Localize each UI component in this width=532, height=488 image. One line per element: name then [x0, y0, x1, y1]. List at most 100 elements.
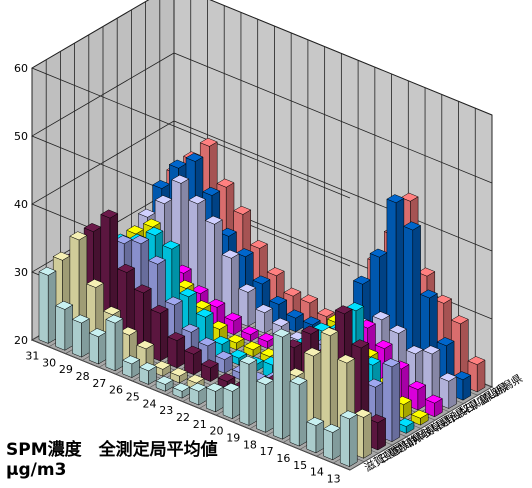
bar-face-side — [98, 331, 107, 365]
bar-face-top — [224, 312, 243, 322]
bar-23-愛知県 — [200, 359, 219, 383]
bar-face-side — [315, 420, 325, 454]
bar-face-top — [52, 251, 71, 261]
bar-face-top — [337, 354, 356, 364]
bar-face-side — [391, 361, 401, 443]
bar-face-side — [214, 219, 223, 314]
bar-face-front — [323, 428, 333, 461]
bar-face-top — [205, 382, 224, 392]
bar-face-front — [38, 271, 49, 344]
bar-face-top — [154, 195, 173, 205]
bar-24-滋賀県 — [155, 375, 174, 392]
x-tick-label: 18 — [243, 438, 257, 451]
bar-face-top — [100, 209, 119, 219]
bar-face-top — [436, 337, 455, 347]
bar-19-滋賀県 — [239, 355, 258, 426]
bar-face-top — [226, 334, 245, 344]
bar-face-top — [214, 351, 234, 360]
bar-face-top — [285, 309, 305, 319]
bar-24-愛知県 — [183, 345, 203, 376]
bar-face-top — [176, 279, 195, 289]
bar-face-top — [424, 394, 443, 404]
bar-face-top — [453, 371, 472, 381]
x-tick-label: 27 — [92, 377, 106, 390]
x-tick-label: 19 — [226, 432, 240, 445]
z-tick-label: 20 — [14, 334, 28, 347]
bar-face-front — [273, 333, 283, 440]
bar-face-top — [257, 332, 276, 342]
bar-face-side — [176, 335, 186, 369]
z-tick-label: 40 — [14, 198, 28, 211]
bar-face-side — [332, 427, 341, 461]
bar-face-top — [188, 195, 207, 205]
bar-23-静岡県 — [214, 351, 234, 374]
bar-face-top — [69, 231, 88, 241]
bar-face-top — [136, 340, 155, 350]
bar-23-長野県 — [243, 341, 262, 358]
bar-face-front — [72, 319, 82, 358]
bar-face-top — [408, 380, 427, 390]
bar-face-top — [145, 226, 164, 236]
bar-face-top — [153, 360, 172, 370]
bar-face-top — [272, 328, 291, 338]
bar-face-top — [167, 332, 186, 341]
bar-21-滋賀県 — [205, 382, 224, 413]
bar-face-top — [142, 218, 161, 228]
bar-face-front — [206, 387, 216, 413]
bar-17-滋賀県 — [272, 328, 291, 440]
x-tick-label: 29 — [59, 363, 73, 376]
bar-face-top — [38, 266, 57, 276]
bar-face-top — [131, 235, 150, 245]
bar-face-top — [195, 308, 214, 318]
bar-face-top — [306, 417, 325, 426]
bar-face-front — [222, 387, 233, 420]
x-tick-label: 22 — [176, 411, 190, 424]
bar-face-top — [55, 300, 74, 310]
bar-face-top — [233, 205, 252, 215]
bar-face-top — [374, 340, 393, 349]
x-tick-label: 28 — [76, 370, 90, 383]
bar-18-滋賀県 — [255, 376, 275, 433]
bar-face-top — [386, 194, 405, 204]
bar-16-滋賀県 — [289, 376, 308, 447]
bar-face-front — [167, 336, 178, 369]
bar-face-top — [171, 174, 190, 184]
bar-face-top — [221, 249, 240, 259]
x-tick-label: 25 — [126, 390, 140, 403]
bar-face-top — [199, 137, 218, 147]
bar-face-top — [300, 294, 319, 304]
bar-face-top — [450, 315, 469, 325]
bar-22-滋賀県 — [189, 382, 208, 406]
bar-face-top — [114, 235, 133, 245]
bar-face-top — [255, 376, 275, 386]
bar-face-side — [476, 359, 486, 393]
bar-face-top — [183, 345, 203, 355]
chart-unit: μg/m3 — [6, 460, 67, 480]
bar-face-top — [162, 240, 181, 250]
x-tick-label: 31 — [25, 349, 39, 362]
bar-face-top — [229, 349, 248, 359]
bar-face-top — [322, 423, 342, 433]
bar-26-滋賀県 — [122, 355, 141, 379]
bar-face-top — [71, 314, 90, 324]
bar-24-石川県 — [254, 304, 274, 334]
bar-13-長野県 — [410, 409, 429, 426]
bar-face-top — [252, 275, 271, 285]
bar-face-top — [266, 267, 285, 277]
bar-27-滋賀県 — [105, 314, 124, 372]
bar-face-top — [181, 323, 200, 333]
z-tick-label: 60 — [14, 62, 28, 75]
bar-25-滋賀県 — [138, 362, 157, 385]
bar-face-top — [422, 345, 441, 355]
bar-face-top — [105, 314, 124, 324]
bar-face-top — [126, 225, 145, 235]
bar-face-side — [232, 386, 241, 420]
bar-face-top — [301, 325, 320, 335]
bar-face-top — [168, 159, 187, 169]
bar-face-side — [282, 332, 291, 440]
x-tick-label: 15 — [293, 459, 307, 472]
chart-bars — [38, 137, 486, 468]
